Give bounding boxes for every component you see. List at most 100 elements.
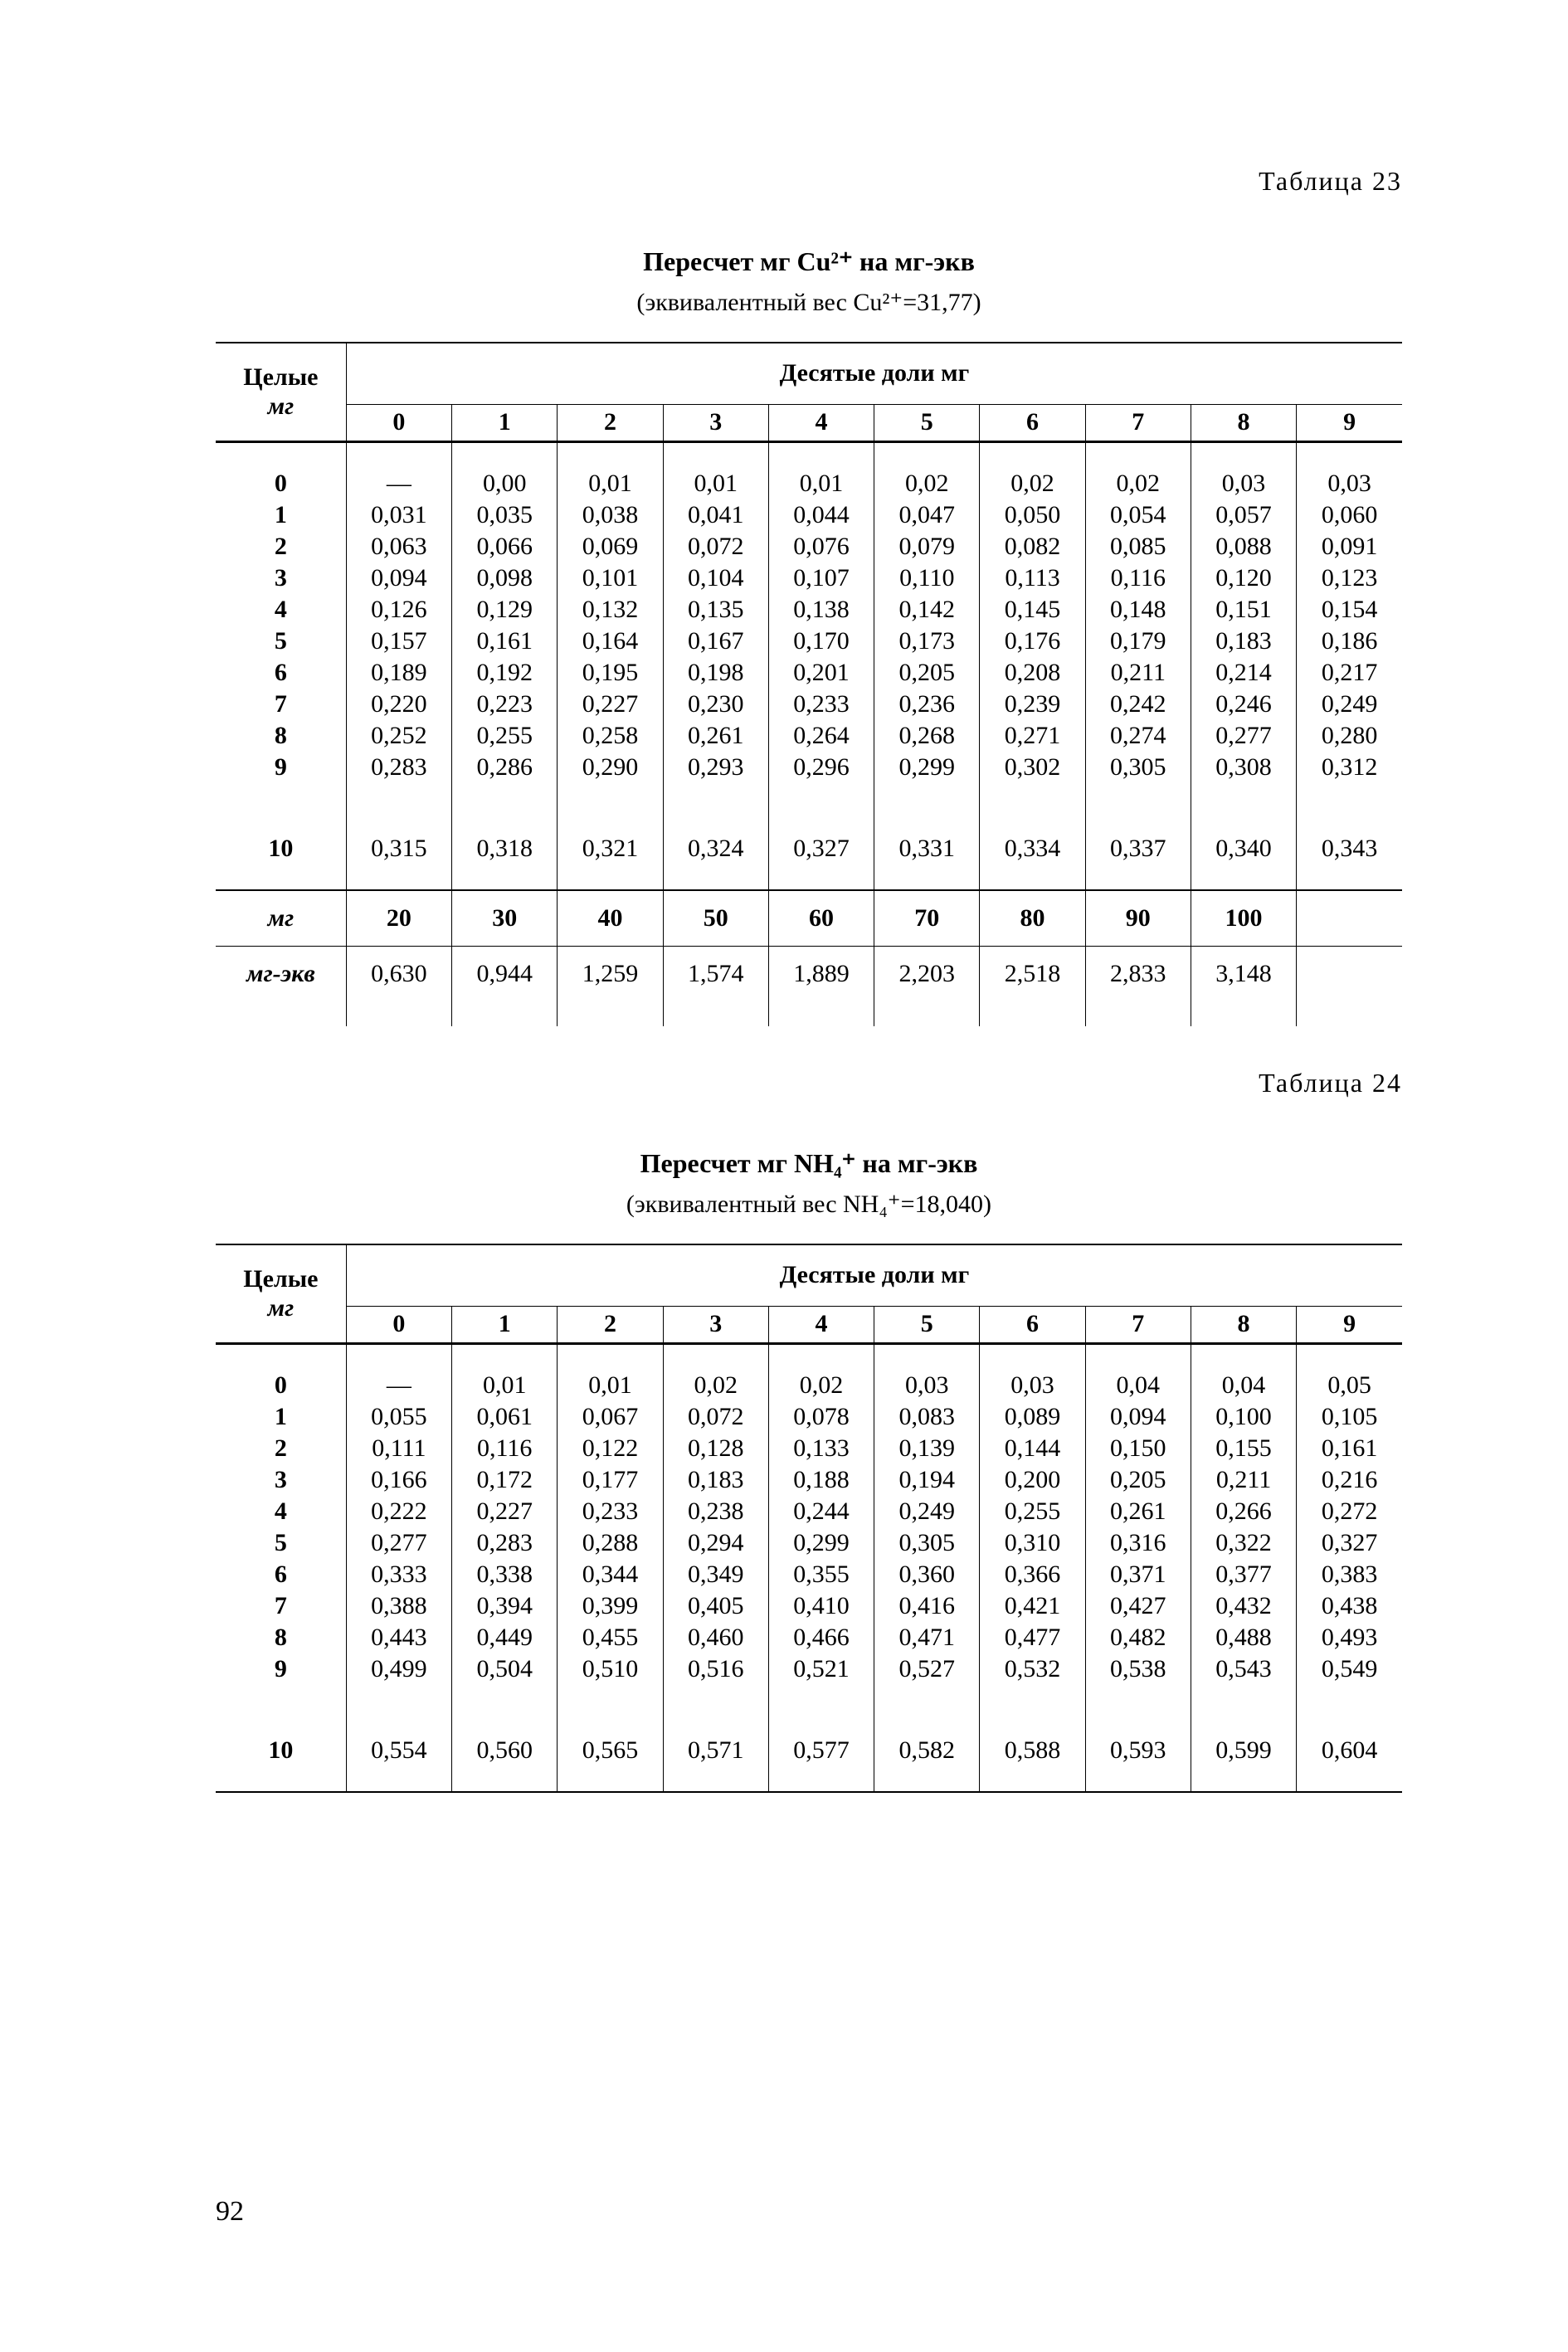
t23-cell-9-2: 0,290 bbox=[558, 752, 663, 783]
table-row: 80,2520,2550,2580,2610,2640,2680,2710,27… bbox=[216, 720, 1402, 752]
t23-ext-hdr-8: 100 bbox=[1191, 890, 1296, 947]
t24-cell-7-2: 0,399 bbox=[558, 1590, 663, 1622]
t24-cell-4-2: 0,233 bbox=[558, 1496, 663, 1527]
t23-cell-6-2: 0,195 bbox=[558, 657, 663, 689]
t24-rowlabel-8: 8 bbox=[216, 1622, 346, 1653]
t23-cell-1-6: 0,050 bbox=[980, 499, 1085, 531]
t24-cell-9-4: 0,521 bbox=[768, 1653, 874, 1685]
t24-cell-5-3: 0,294 bbox=[663, 1527, 768, 1559]
table24-group-header: Десятые доли мг bbox=[346, 1244, 1402, 1306]
t23-cell-2-8: 0,088 bbox=[1191, 531, 1296, 562]
t24-cell-9-6: 0,532 bbox=[980, 1653, 1085, 1685]
t23-cell-8-7: 0,274 bbox=[1085, 720, 1191, 752]
t24-cell-9-3: 0,516 bbox=[663, 1653, 768, 1685]
table24-title-main-text: Пересчет мг NH₄⁺ на мг-экв bbox=[640, 1148, 978, 1178]
t24-cell-10-9: 0,604 bbox=[1297, 1735, 1402, 1766]
t23-cell-4-3: 0,135 bbox=[663, 594, 768, 626]
t23-ext-val-6: 2,518 bbox=[980, 947, 1085, 1002]
t23-rowlabel-6: 6 bbox=[216, 657, 346, 689]
t23-cell-3-7: 0,116 bbox=[1085, 562, 1191, 594]
t24-cell-8-6: 0,477 bbox=[980, 1622, 1085, 1653]
table23-title-sub: (эквивалентный вес Cu²⁺=31,77) bbox=[216, 289, 1402, 318]
t23-ext-val-3: 1,574 bbox=[663, 947, 768, 1002]
t24-cell-10-1: 0,560 bbox=[452, 1735, 558, 1766]
t24-cell-9-5: 0,527 bbox=[874, 1653, 980, 1685]
t24-rowlabel-2: 2 bbox=[216, 1433, 346, 1464]
t23-cell-2-3: 0,072 bbox=[663, 531, 768, 562]
table-row: 90,4990,5040,5100,5160,5210,5270,5320,53… bbox=[216, 1653, 1402, 1685]
table-row: 90,2830,2860,2900,2930,2960,2990,3020,30… bbox=[216, 752, 1402, 783]
t24-cell-2-2: 0,122 bbox=[558, 1433, 663, 1464]
t24-cell-3-7: 0,205 bbox=[1085, 1464, 1191, 1496]
t24-cell-4-8: 0,266 bbox=[1191, 1496, 1296, 1527]
t24-rowlabel-7: 7 bbox=[216, 1590, 346, 1622]
t24-cell-5-2: 0,288 bbox=[558, 1527, 663, 1559]
t23-cell-5-9: 0,186 bbox=[1297, 626, 1402, 657]
t24-cell-3-4: 0,188 bbox=[768, 1464, 874, 1496]
t23-cell-8-6: 0,271 bbox=[980, 720, 1085, 752]
t23-ext-val-5: 2,203 bbox=[874, 947, 980, 1002]
t23-cell-5-6: 0,176 bbox=[980, 626, 1085, 657]
t23-cell-5-7: 0,179 bbox=[1085, 626, 1191, 657]
t23-cell-8-9: 0,280 bbox=[1297, 720, 1402, 752]
table24-label: Таблица 24 bbox=[216, 1068, 1402, 1098]
t23-cell-10-9: 0,343 bbox=[1297, 833, 1402, 864]
t23-cell-3-2: 0,101 bbox=[558, 562, 663, 594]
table-row: 30,0940,0980,1010,1040,1070,1100,1130,11… bbox=[216, 562, 1402, 594]
t23-cell-2-9: 0,091 bbox=[1297, 531, 1402, 562]
table-row: 20,0630,0660,0690,0720,0760,0790,0820,08… bbox=[216, 531, 1402, 562]
t24-colhdr-2: 2 bbox=[558, 1307, 663, 1343]
t23-cell-3-5: 0,110 bbox=[874, 562, 980, 594]
t24-cell-4-6: 0,255 bbox=[980, 1496, 1085, 1527]
t24-cell-0-5: 0,03 bbox=[874, 1370, 980, 1401]
t24-cell-0-7: 0,04 bbox=[1085, 1370, 1191, 1401]
t24-cell-8-2: 0,455 bbox=[558, 1622, 663, 1653]
t23-rowlabel-9: 9 bbox=[216, 752, 346, 783]
table23: Целые мг Десятые доли мг 0123456789 0—0,… bbox=[216, 342, 1402, 1026]
t24-cell-0-8: 0,04 bbox=[1191, 1370, 1296, 1401]
t24-rowlabel-3: 3 bbox=[216, 1464, 346, 1496]
t23-rowlabel-10: 10 bbox=[216, 833, 346, 864]
t24-cell-2-8: 0,155 bbox=[1191, 1433, 1296, 1464]
t24-cell-4-7: 0,261 bbox=[1085, 1496, 1191, 1527]
table24-title-main: Пересчет мг NH₄⁺ на мг-экв bbox=[216, 1148, 1402, 1179]
t24-cell-9-1: 0,504 bbox=[452, 1653, 558, 1685]
t24-cell-6-2: 0,344 bbox=[558, 1559, 663, 1590]
t24-cell-6-3: 0,349 bbox=[663, 1559, 768, 1590]
t24-cell-1-1: 0,061 bbox=[452, 1401, 558, 1433]
t24-cell-6-0: 0,333 bbox=[346, 1559, 451, 1590]
t24-cell-0-1: 0,01 bbox=[452, 1370, 558, 1401]
table23-rowhead-header: Целые мг bbox=[216, 343, 346, 441]
t23-ext-rowlabel-2: мг-экв bbox=[216, 947, 346, 1002]
table-row: 50,2770,2830,2880,2940,2990,3050,3100,31… bbox=[216, 1527, 1402, 1559]
t23-cell-0-4: 0,01 bbox=[768, 468, 874, 499]
t24-cell-6-5: 0,360 bbox=[874, 1559, 980, 1590]
table-row: 70,2200,2230,2270,2300,2330,2360,2390,24… bbox=[216, 689, 1402, 720]
t24-colhdr-8: 8 bbox=[1191, 1307, 1296, 1343]
t24-cell-4-1: 0,227 bbox=[452, 1496, 558, 1527]
t24-colhdr-5: 5 bbox=[874, 1307, 980, 1343]
t24-cell-1-6: 0,089 bbox=[980, 1401, 1085, 1433]
t23-cell-1-5: 0,047 bbox=[874, 499, 980, 531]
t23-cell-8-2: 0,258 bbox=[558, 720, 663, 752]
t23-rowlabel-4: 4 bbox=[216, 594, 346, 626]
t23-colhdr-6: 6 bbox=[980, 405, 1085, 441]
t23-cell-9-4: 0,296 bbox=[768, 752, 874, 783]
t23-ext-val-7: 2,833 bbox=[1085, 947, 1191, 1002]
t24-cell-0-2: 0,01 bbox=[558, 1370, 663, 1401]
t23-cell-0-6: 0,02 bbox=[980, 468, 1085, 499]
t23-cell-10-5: 0,331 bbox=[874, 833, 980, 864]
t24-cell-5-5: 0,305 bbox=[874, 1527, 980, 1559]
t23-ext-hdr-3: 50 bbox=[663, 890, 768, 947]
table23-group-header: Десятые доли мг bbox=[346, 343, 1402, 404]
t24-cell-2-9: 0,161 bbox=[1297, 1433, 1402, 1464]
t23-ext-val-9 bbox=[1297, 947, 1402, 1002]
t23-cell-0-8: 0,03 bbox=[1191, 468, 1296, 499]
t23-cell-6-9: 0,217 bbox=[1297, 657, 1402, 689]
table-row: 100,5540,5600,5650,5710,5770,5820,5880,5… bbox=[216, 1735, 1402, 1766]
t24-cell-2-5: 0,139 bbox=[874, 1433, 980, 1464]
t24-rowlabel-0: 0 bbox=[216, 1370, 346, 1401]
t23-cell-9-0: 0,283 bbox=[346, 752, 451, 783]
t23-cell-0-1: 0,00 bbox=[452, 468, 558, 499]
t24-cell-8-0: 0,443 bbox=[346, 1622, 451, 1653]
